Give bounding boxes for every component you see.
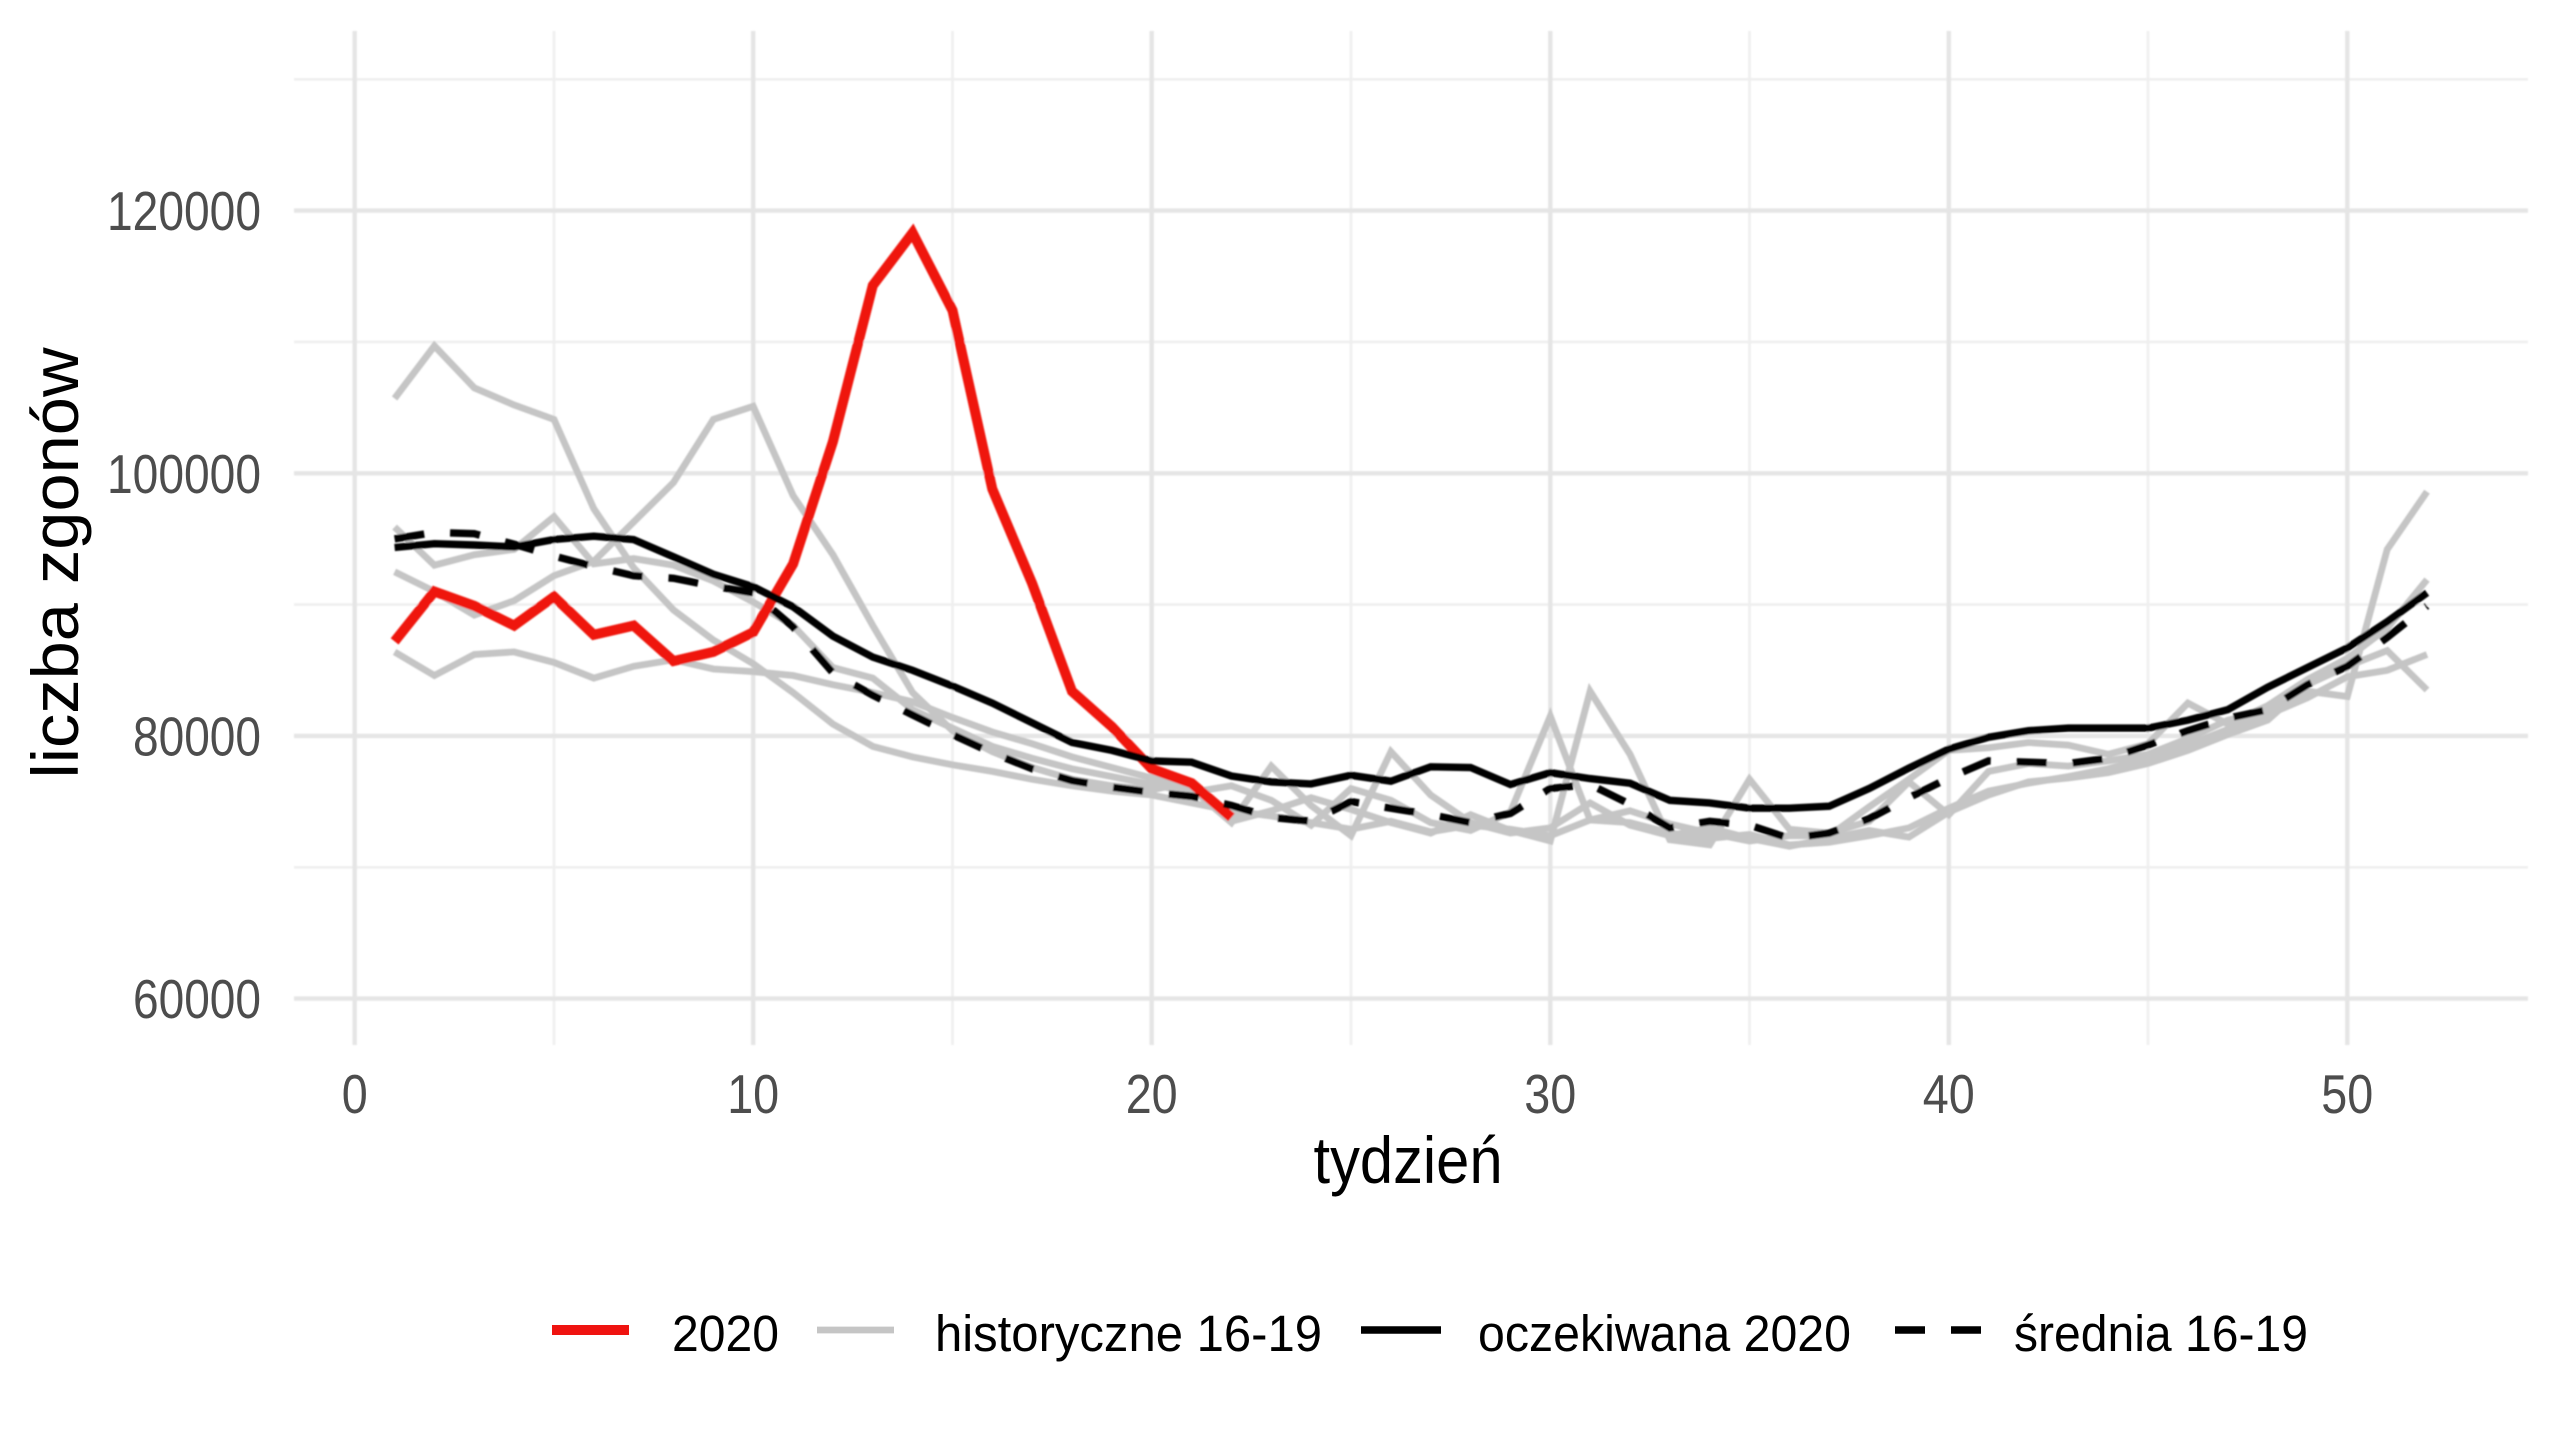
svg-text:50: 50 xyxy=(2321,1063,2373,1125)
svg-text:100000: 100000 xyxy=(107,443,261,505)
svg-text:0: 0 xyxy=(342,1063,368,1125)
svg-text:oczekiwana 2020: oczekiwana 2020 xyxy=(1478,1305,1851,1362)
svg-text:20: 20 xyxy=(1126,1063,1178,1125)
svg-text:2020: 2020 xyxy=(672,1305,779,1362)
svg-text:historyczne 16-19: historyczne 16-19 xyxy=(935,1305,1322,1362)
svg-text:10: 10 xyxy=(727,1063,779,1125)
svg-text:120000: 120000 xyxy=(107,180,261,242)
svg-text:40: 40 xyxy=(1923,1063,1975,1125)
svg-text:60000: 60000 xyxy=(133,968,261,1030)
svg-text:liczba zgonów: liczba zgonów xyxy=(18,347,92,778)
svg-text:tydzień: tydzień xyxy=(1314,1123,1503,1197)
svg-text:80000: 80000 xyxy=(133,705,261,767)
svg-text:średnia 16-19: średnia 16-19 xyxy=(2014,1305,2308,1362)
svg-text:30: 30 xyxy=(1524,1063,1576,1125)
